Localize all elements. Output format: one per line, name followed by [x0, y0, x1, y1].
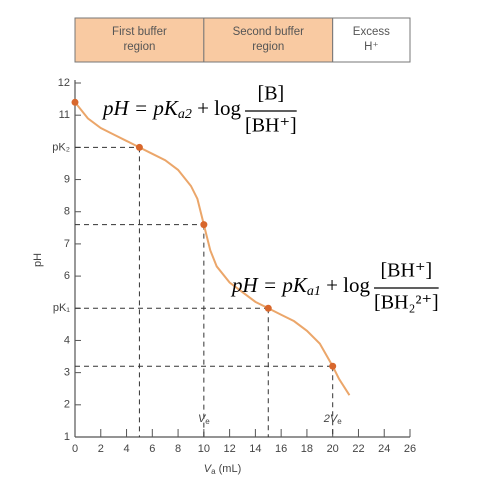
equation-mid: + log: [321, 273, 371, 297]
y-tick-label: 1: [64, 431, 70, 443]
equation-lhs: pH = pK: [230, 273, 308, 297]
x-tick-label: 12: [223, 443, 235, 455]
region-label: Excess: [353, 26, 390, 38]
annotation-main: 2V: [323, 413, 339, 425]
annotation-sub: e: [337, 417, 342, 426]
y-tick-label: 3: [64, 367, 70, 379]
x-axis-label: Va (mL): [204, 463, 241, 476]
region-label: Second buffer: [233, 26, 305, 38]
point: [71, 98, 79, 106]
annotation: 2Ve: [323, 413, 342, 426]
region-box: [332, 17, 411, 63]
equation-numerator: [B]: [258, 83, 285, 105]
y-tick-label: pK₂: [52, 141, 70, 153]
y-tick-label: 6: [64, 270, 70, 282]
equation-left: pH = pKa2 + log: [101, 96, 242, 122]
equation-denominator: [BH⁺]: [245, 115, 297, 137]
region-label: First buffer: [112, 26, 167, 38]
x-tick-label: 10: [198, 443, 210, 455]
annotation-main: V: [198, 413, 207, 425]
y-tick-label: 9: [64, 173, 70, 185]
region-box: [203, 17, 334, 63]
x-tick-label: 26: [404, 443, 416, 455]
point: [200, 221, 208, 229]
x-tick-label: 14: [249, 443, 261, 455]
y-tick-label: 11: [59, 109, 70, 121]
region-label: H⁺: [364, 41, 378, 53]
annotation: Ve: [198, 413, 210, 426]
x-label-sub: a: [211, 467, 216, 476]
equation-lhs: pH = pK: [101, 96, 179, 120]
y-tick-label: pK₁: [53, 302, 70, 314]
x-tick-label: 16: [275, 443, 287, 455]
equation-sub: a1: [307, 284, 321, 299]
equation-left: pH = pKa1 + log: [230, 273, 371, 299]
y-tick-label: 12: [58, 77, 70, 89]
y-tick-label: 8: [64, 206, 70, 218]
region-box: [74, 17, 205, 63]
x-label-main: V: [204, 463, 213, 475]
point: [135, 143, 143, 151]
equation-numerator: [BH⁺]: [381, 260, 433, 282]
x-tick-label: 20: [327, 443, 339, 455]
region-label: region: [123, 41, 155, 53]
y-tick-label: 4: [64, 334, 70, 346]
region-label: region: [252, 41, 284, 53]
x-tick-label: 4: [123, 443, 129, 455]
x-tick-label: 24: [378, 443, 390, 455]
annotation-sub: e: [205, 417, 210, 426]
x-label-rest: (mL): [216, 463, 242, 475]
x-tick-label: 22: [352, 443, 364, 455]
y-tick-label: 2: [64, 399, 70, 411]
equation-mid: + log: [192, 96, 242, 120]
x-tick-label: 8: [175, 443, 181, 455]
x-tick-label: 18: [301, 443, 313, 455]
equation-sub: a2: [178, 107, 192, 122]
x-tick-label: 2: [98, 443, 104, 455]
y-tick-label: 7: [64, 238, 70, 250]
equation-denominator: [BH₂²⁺]: [374, 292, 439, 314]
y-axis-label: pH: [32, 253, 44, 267]
x-tick-label: 6: [149, 443, 155, 455]
x-tick-label: 0: [72, 443, 78, 455]
point: [264, 304, 272, 312]
curve: [74, 101, 351, 396]
point: [329, 362, 337, 370]
